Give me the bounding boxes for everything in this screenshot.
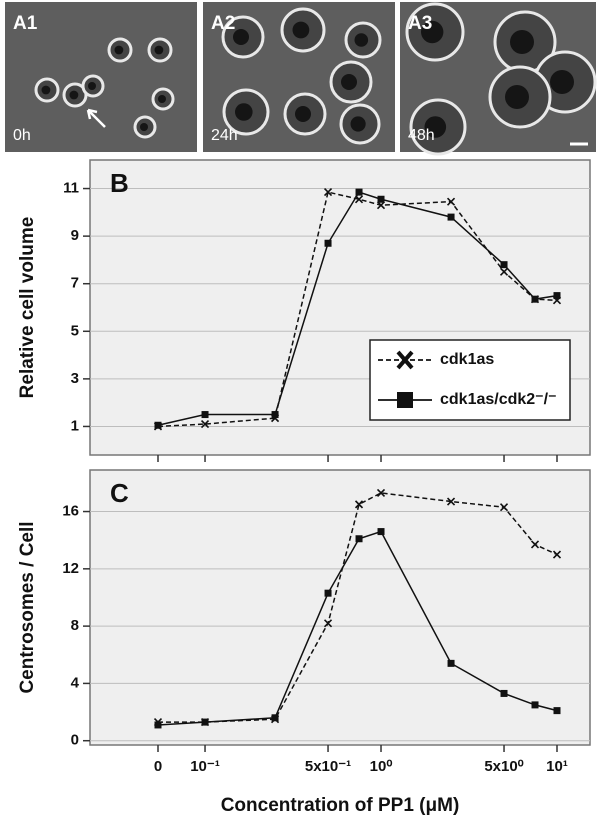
data-point [355,188,363,196]
data-point [377,528,385,536]
nucleus [114,45,124,55]
y-tick-label: 7 [71,275,79,292]
legend-label: cdk1as/cdk2⁻/⁻ [440,391,557,408]
data-point [354,500,364,509]
x-tick-label: 10¹ [546,758,568,775]
nucleus [233,29,249,45]
data-point [376,488,386,497]
nucleus [550,70,574,94]
nucleus [41,85,51,95]
x-tick-label: 0 [154,758,162,775]
data-point [447,659,455,667]
nucleus [424,116,447,138]
data-point [323,619,333,628]
x-tick-label: 5x10⁻¹ [305,758,351,775]
x-tick-label: 10⁰ [370,758,393,775]
y-tick-label: 12 [62,560,79,577]
data-point [324,589,332,597]
nucleus [354,33,369,47]
data-point [355,535,363,543]
data-point [154,721,162,729]
y-tick-label: 16 [62,503,79,520]
nucleus [235,103,253,121]
data-point [446,197,456,206]
panel-label: A3 [408,13,432,34]
data-point [531,295,539,303]
data-point [377,195,385,203]
data-point [271,714,279,722]
y-tick-label: 11 [63,180,79,197]
time-label: 48h [408,127,435,144]
data-point [553,292,561,300]
nucleus [140,123,148,131]
panel-label: A1 [13,13,38,34]
data-point [446,497,456,506]
data-point [201,411,209,419]
data-point [530,540,540,549]
micrograph [5,2,197,152]
y-tick-label: 3 [71,370,79,387]
y-axis-label: Relative cell volume [17,217,38,399]
data-point [500,261,508,269]
nucleus [69,90,79,100]
data-point [500,689,508,697]
nucleus [154,45,164,55]
x-tick-label: 5x10⁰ [484,758,523,775]
data-point [499,503,509,512]
x-axis-label: Concentration of PP1 (μM) [221,795,460,816]
data-point [201,718,209,726]
series-line [157,191,558,426]
time-label: 24h [211,127,238,144]
y-tick-label: 0 [71,732,79,749]
nucleus [341,74,357,90]
nucleus [295,106,311,122]
y-tick-label: 8 [71,617,79,634]
series-line [157,530,558,726]
nucleus [510,30,534,54]
nucleus [292,21,310,39]
legend-label: cdk1as [440,351,494,368]
data-point [200,420,210,429]
series-line [157,191,558,428]
data-point [324,239,332,247]
y-axis-label: Centrosomes / Cell [17,521,38,693]
data-point [531,701,539,709]
legend-marker [397,392,413,408]
data-point [154,421,162,429]
nucleus [505,85,529,109]
nucleus [88,82,96,90]
x-tick-label: 10⁻¹ [190,758,220,775]
plot-area [89,469,591,746]
data-point [553,707,561,715]
y-tick-label: 1 [71,417,79,434]
panel-letter: C [110,478,129,508]
y-tick-label: 4 [71,674,80,691]
nucleus [350,116,366,132]
data-point [552,550,562,559]
data-point [499,267,509,276]
data-point [271,411,279,419]
time-label: 0h [13,127,31,144]
panel-label: A2 [211,13,235,34]
panel-letter: B [110,168,129,198]
nucleus [421,20,444,44]
y-tick-label: 9 [71,227,79,244]
legend-marker [396,350,414,370]
data-point [323,188,333,197]
nucleus [158,95,166,103]
data-point [376,201,386,210]
y-tick-label: 5 [71,322,79,339]
arrow [86,108,106,128]
data-point [447,213,455,221]
